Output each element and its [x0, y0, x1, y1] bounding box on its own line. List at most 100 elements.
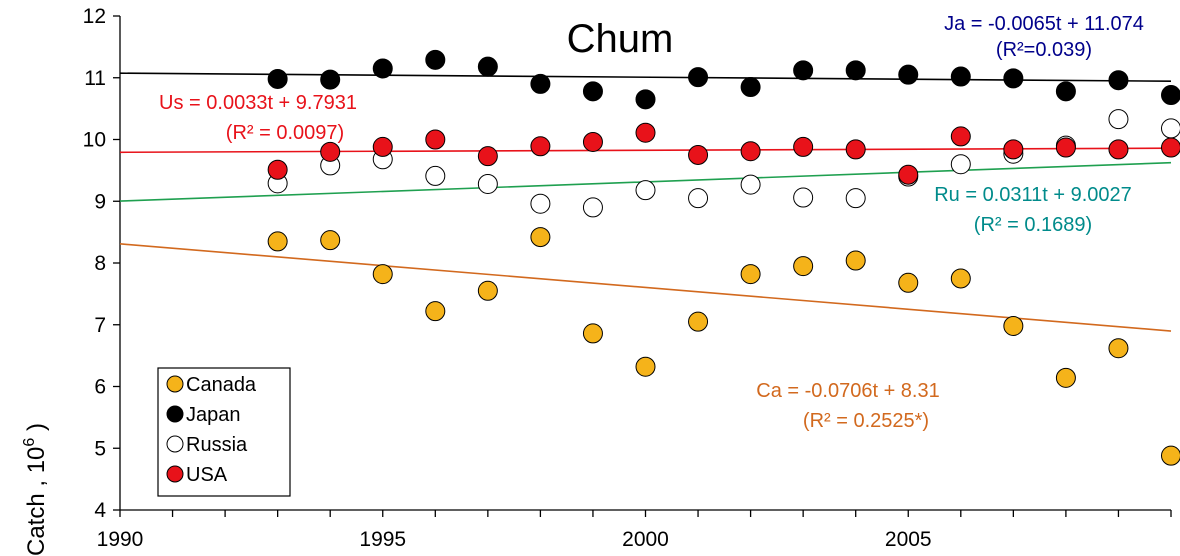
legend-marker-usa	[166, 465, 184, 483]
point-usa	[635, 122, 656, 143]
point-russia	[793, 187, 814, 208]
y-tick-label: 9	[94, 190, 106, 213]
point-usa	[582, 131, 603, 152]
series-japan	[267, 49, 1180, 110]
point-japan	[320, 69, 341, 90]
point-usa	[793, 136, 814, 157]
point-canada	[1108, 338, 1129, 359]
point-canada	[688, 311, 709, 332]
trend-equations: Ja = -0.0065t + 11.074 (R²=0.039) Us = 0.0…	[159, 13, 1144, 432]
point-usa	[267, 159, 288, 180]
point-russia	[740, 174, 761, 195]
legend-label-usa: USA	[186, 464, 228, 486]
point-japan	[267, 68, 288, 89]
y-tick-label: 7	[94, 314, 106, 337]
equation-japan: Ja = -0.0065t + 11.074	[944, 13, 1144, 35]
chart-title: Chum	[567, 17, 674, 61]
point-canada	[267, 231, 288, 252]
point-russia	[845, 188, 866, 209]
legend-marker-russia	[166, 435, 184, 453]
series-usa	[267, 122, 1180, 185]
data-points	[267, 49, 1180, 466]
point-canada	[425, 301, 446, 322]
point-canada	[898, 272, 919, 293]
point-russia	[425, 165, 446, 186]
x-tick-label: 1995	[359, 528, 406, 551]
point-russia	[582, 197, 603, 218]
equation-usa: Us = 0.0033t + 9.7931	[159, 92, 357, 114]
point-russia	[1161, 118, 1180, 139]
point-canada	[950, 268, 971, 289]
point-japan	[372, 58, 393, 79]
y-tick-label: 5	[94, 437, 106, 460]
point-canada	[1161, 445, 1180, 466]
point-usa	[950, 126, 971, 147]
point-canada	[845, 250, 866, 271]
trendline-japan	[119, 72, 1172, 83]
point-japan	[740, 77, 761, 98]
x-tick-label: 1990	[97, 528, 144, 551]
axes: 4 5 6 7 8 9 10 11 12 1990 1995 2000 2005	[83, 5, 1172, 551]
y-tick-label: 10	[83, 129, 106, 152]
y-axis-title-text: Catch , 10	[23, 447, 50, 556]
y-tick-label: 6	[94, 376, 106, 399]
point-japan	[898, 64, 919, 85]
point-usa	[898, 164, 919, 185]
point-japan	[845, 60, 866, 81]
point-usa	[740, 141, 761, 162]
point-japan	[950, 66, 971, 87]
x-tick-label: 2005	[885, 528, 932, 551]
y-tick-label: 4	[94, 499, 106, 522]
r-squared-usa: (R² = 0.0097)	[226, 122, 344, 144]
point-russia	[1108, 109, 1129, 130]
legend-label-russia: Russia	[186, 434, 248, 456]
point-japan	[477, 56, 498, 77]
point-japan	[1055, 81, 1076, 102]
point-usa	[530, 136, 551, 157]
point-usa	[845, 139, 866, 160]
point-usa	[372, 136, 393, 157]
point-japan	[635, 89, 656, 110]
point-canada	[320, 230, 341, 251]
equation-russia: Ru = 0.0311t + 9.0027	[934, 184, 1132, 206]
point-canada	[477, 280, 498, 301]
point-canada	[372, 264, 393, 285]
point-canada	[1003, 315, 1024, 336]
point-japan	[530, 73, 551, 94]
point-canada	[635, 356, 656, 377]
y-tick-label: 11	[84, 67, 106, 90]
r-squared-canada: (R² = 0.2525*)	[803, 410, 929, 432]
point-canada	[582, 323, 603, 344]
y-axis-title-close: )	[23, 423, 50, 438]
point-japan	[1161, 85, 1180, 106]
point-russia	[530, 193, 551, 214]
legend-marker-canada	[166, 375, 184, 393]
legend: Canada Japan Russia USA	[157, 367, 291, 497]
y-tick-label: 12	[83, 5, 106, 28]
point-russia	[950, 154, 971, 175]
legend-label-japan: Japan	[186, 404, 241, 426]
x-tick-label: 2000	[622, 528, 669, 551]
legend-label-canada: Canada	[186, 374, 257, 396]
point-canada	[740, 264, 761, 285]
trendline-canada	[119, 243, 1172, 332]
point-japan	[582, 81, 603, 102]
point-japan	[793, 60, 814, 81]
point-japan	[425, 49, 446, 70]
legend-marker-japan	[166, 405, 184, 423]
trendline-usa	[119, 147, 1172, 154]
point-usa	[1161, 137, 1180, 158]
point-russia	[635, 180, 656, 201]
r-squared-russia: (R² = 0.1689)	[974, 214, 1092, 236]
series-canada	[267, 227, 1180, 466]
point-japan	[688, 67, 709, 88]
point-usa	[425, 129, 446, 150]
point-usa	[477, 146, 498, 167]
point-usa	[1055, 137, 1076, 158]
point-usa	[1108, 139, 1129, 160]
y-axis-title: Catch , 106 )	[21, 423, 50, 556]
point-canada	[530, 227, 551, 248]
point-canada	[793, 256, 814, 277]
point-japan	[1108, 70, 1129, 91]
